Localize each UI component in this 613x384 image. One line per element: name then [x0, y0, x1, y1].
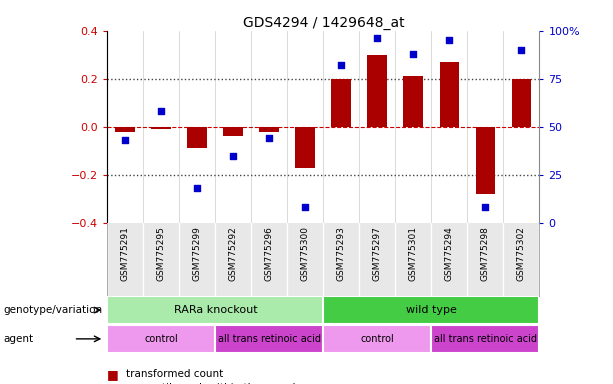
- Text: GSM775292: GSM775292: [229, 227, 238, 281]
- Text: RARa knockout: RARa knockout: [173, 305, 257, 315]
- Text: all trans retinoic acid: all trans retinoic acid: [434, 334, 537, 344]
- Bar: [476, 127, 495, 194]
- Point: [264, 135, 274, 141]
- Point: [156, 108, 166, 114]
- Text: GSM775296: GSM775296: [265, 227, 274, 281]
- Point: [192, 185, 202, 191]
- Bar: [511, 79, 531, 127]
- Text: all trans retinoic acid: all trans retinoic acid: [218, 334, 321, 344]
- Point: [373, 35, 383, 41]
- Bar: [367, 55, 387, 127]
- Point: [481, 204, 490, 210]
- Point: [300, 204, 310, 210]
- Text: control: control: [145, 334, 178, 344]
- Text: wild type: wild type: [406, 305, 457, 315]
- Text: ■: ■: [107, 368, 119, 381]
- Text: GSM775293: GSM775293: [337, 227, 346, 281]
- Bar: [324, 296, 539, 324]
- Text: GSM775291: GSM775291: [121, 227, 130, 281]
- Point: [120, 137, 130, 143]
- Bar: [432, 325, 539, 353]
- Bar: [332, 79, 351, 127]
- Point: [444, 37, 454, 43]
- Bar: [223, 127, 243, 136]
- Bar: [259, 127, 280, 132]
- Bar: [215, 325, 324, 353]
- Text: GSM775301: GSM775301: [409, 227, 418, 281]
- Text: GSM775297: GSM775297: [373, 227, 382, 281]
- Text: ■: ■: [107, 381, 119, 384]
- Text: GSM775294: GSM775294: [445, 227, 454, 281]
- Text: percentile rank within the sample: percentile rank within the sample: [126, 383, 302, 384]
- Text: agent: agent: [3, 334, 33, 344]
- Bar: [107, 325, 215, 353]
- Bar: [107, 296, 324, 324]
- Bar: [188, 127, 207, 148]
- Text: GSM775300: GSM775300: [301, 227, 310, 281]
- Text: GSM775299: GSM775299: [193, 227, 202, 281]
- Point: [517, 47, 527, 53]
- Title: GDS4294 / 1429648_at: GDS4294 / 1429648_at: [243, 16, 404, 30]
- Text: GSM775302: GSM775302: [517, 227, 526, 281]
- Bar: [151, 127, 171, 129]
- Text: genotype/variation: genotype/variation: [3, 305, 102, 315]
- Text: control: control: [360, 334, 394, 344]
- Text: transformed count: transformed count: [126, 369, 223, 379]
- Point: [408, 51, 418, 57]
- Text: GSM775295: GSM775295: [157, 227, 166, 281]
- Bar: [295, 127, 315, 167]
- Text: GSM775298: GSM775298: [481, 227, 490, 281]
- Bar: [324, 325, 432, 353]
- Point: [229, 152, 238, 159]
- Bar: [115, 127, 135, 132]
- Point: [337, 62, 346, 68]
- Bar: [403, 76, 424, 127]
- Bar: [440, 62, 459, 127]
